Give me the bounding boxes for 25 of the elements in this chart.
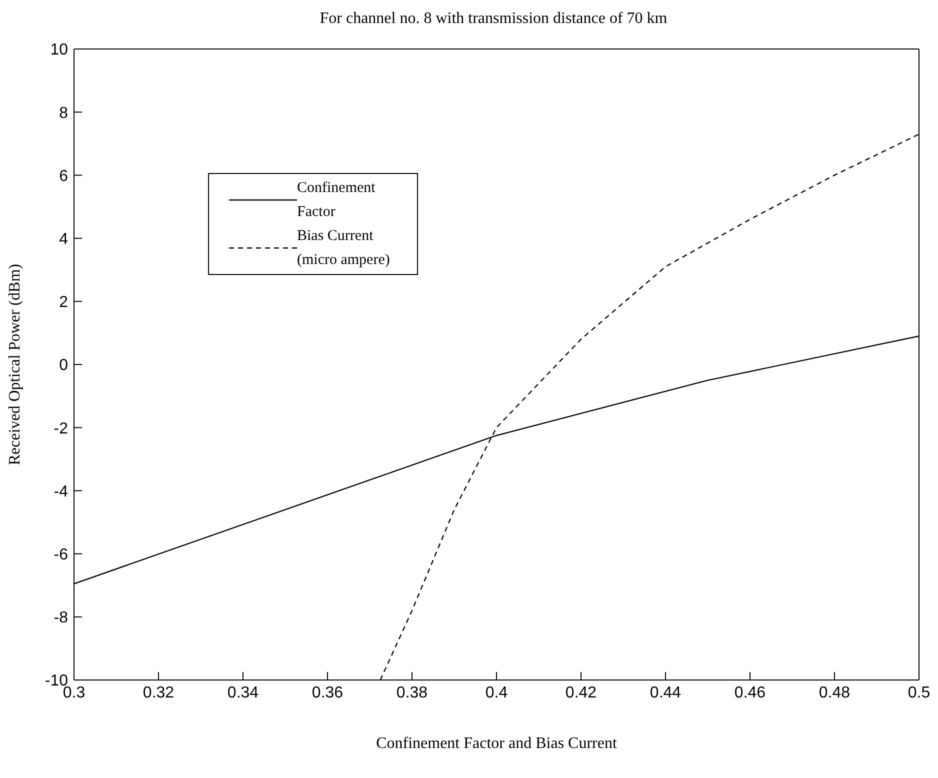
legend-label: Bias Current (micro ampere) bbox=[297, 227, 391, 270]
y-tick-label: -6 bbox=[54, 546, 68, 564]
x-tick-label: 0.32 bbox=[142, 684, 174, 702]
x-tick-label: 0.44 bbox=[650, 684, 682, 702]
x-tick-label: 0.48 bbox=[818, 684, 850, 702]
y-tick-label: -2 bbox=[54, 420, 68, 438]
x-tick-label: 0.46 bbox=[734, 684, 766, 702]
x-tick-label: 0.42 bbox=[565, 684, 597, 702]
y-tick-label: 0 bbox=[59, 357, 68, 374]
x-tick-label: 0.4 bbox=[485, 684, 508, 702]
chart-title: For channel no. 8 with transmission distance of 70 km bbox=[318, 10, 668, 28]
y-tick-label: 10 bbox=[50, 42, 68, 59]
y-tick-label: 2 bbox=[59, 294, 68, 312]
x-tick-label: 0.38 bbox=[396, 684, 428, 702]
x-tick-label: 0.34 bbox=[227, 684, 259, 702]
y-tick-label: 6 bbox=[59, 168, 68, 185]
y-tick-label: -4 bbox=[54, 483, 68, 500]
y-tick-label: -8 bbox=[54, 610, 68, 627]
y-tick-label: 8 bbox=[59, 104, 68, 122]
x-axis-title: Confinement Factor and Bias Current bbox=[376, 735, 618, 752]
y-axis-title: Received Optical Power (dBm) bbox=[6, 264, 24, 466]
legend-label: Confinement Factor bbox=[297, 179, 376, 222]
x-tick-label: 0.5 bbox=[908, 684, 930, 702]
y-tick-label: 4 bbox=[59, 230, 68, 248]
x-tick-label: 0.36 bbox=[312, 684, 344, 702]
